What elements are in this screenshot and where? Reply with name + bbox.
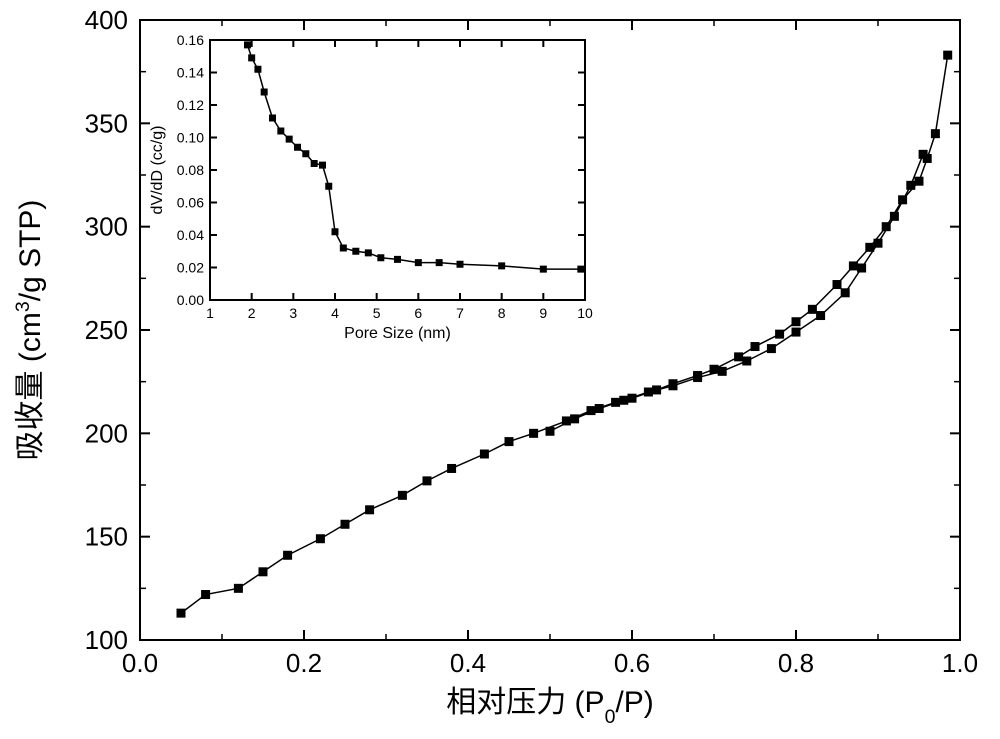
svg-text:4: 4	[331, 305, 339, 321]
svg-text:1.0: 1.0	[942, 648, 978, 678]
svg-text:吸收量 (cm3/g STP): 吸收量 (cm3/g STP)	[12, 200, 47, 461]
svg-text:0.16: 0.16	[177, 32, 204, 48]
svg-text:7: 7	[456, 305, 464, 321]
svg-text:3: 3	[289, 305, 297, 321]
svg-text:200: 200	[85, 418, 128, 448]
svg-text:2: 2	[248, 305, 256, 321]
svg-text:0.00: 0.00	[177, 292, 204, 308]
svg-text:9: 9	[539, 305, 547, 321]
svg-text:0.2: 0.2	[286, 648, 322, 678]
svg-text:dV/dD (cc/g): dV/dD (cc/g)	[149, 126, 166, 215]
svg-text:5: 5	[373, 305, 381, 321]
svg-text:0.02: 0.02	[177, 260, 204, 276]
svg-text:Pore Size (nm): Pore Size (nm)	[344, 325, 451, 342]
svg-text:0.8: 0.8	[778, 648, 814, 678]
svg-text:8: 8	[498, 305, 506, 321]
svg-text:0.10: 0.10	[177, 130, 204, 146]
svg-text:0.08: 0.08	[177, 162, 204, 178]
svg-text:相对压力 (P0/P): 相对压力 (P0/P)	[446, 686, 654, 728]
svg-text:0.12: 0.12	[177, 97, 204, 113]
svg-text:0.14: 0.14	[177, 65, 204, 81]
svg-text:350: 350	[85, 108, 128, 138]
svg-text:300: 300	[85, 212, 128, 242]
chart-svg: 0.00.20.40.60.81.0100150200250300350400相…	[0, 0, 1000, 739]
svg-text:1: 1	[206, 305, 214, 321]
svg-text:10: 10	[577, 305, 593, 321]
svg-text:0.4: 0.4	[450, 648, 486, 678]
svg-text:0.04: 0.04	[177, 227, 204, 243]
svg-text:6: 6	[414, 305, 422, 321]
svg-text:0.06: 0.06	[177, 195, 204, 211]
svg-text:150: 150	[85, 522, 128, 552]
svg-text:250: 250	[85, 315, 128, 345]
svg-text:100: 100	[85, 625, 128, 655]
chart-container: 0.00.20.40.60.81.0100150200250300350400相…	[0, 0, 1000, 739]
svg-text:400: 400	[85, 5, 128, 35]
svg-text:0.6: 0.6	[614, 648, 650, 678]
